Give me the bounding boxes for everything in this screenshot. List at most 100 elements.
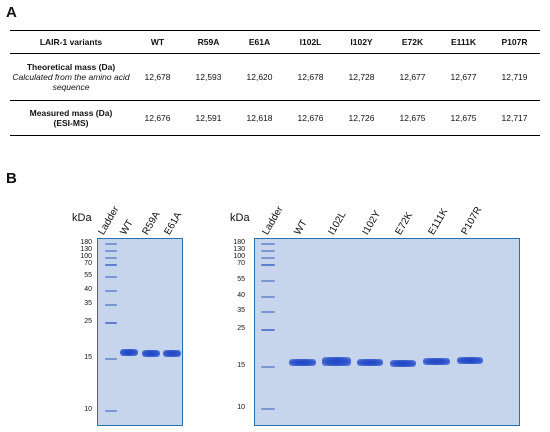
ladder-band (261, 243, 275, 245)
ladder-band (261, 366, 275, 368)
ladder-band (105, 304, 117, 306)
protein-band-e72k (390, 360, 416, 367)
kda-label: kDa (72, 212, 92, 224)
mw-marker: 180 (80, 239, 92, 246)
ladder-band (261, 257, 275, 259)
mass-table: LAIR-1 variants WT R59A E61A I102L I102Y… (10, 30, 540, 136)
mw-marker: 10 (84, 406, 92, 413)
mw-marker: 55 (237, 276, 245, 283)
table-cell: 12,675 (438, 100, 489, 136)
table-cell: 12,675 (387, 100, 438, 136)
lane-label-i102l: I102L (326, 209, 349, 237)
table-header: LAIR-1 variants (10, 30, 132, 54)
ladder-band (105, 276, 117, 278)
table-cell: 12,676 (285, 100, 336, 136)
mw-marker: 35 (84, 300, 92, 307)
table-header: E111K (438, 30, 489, 54)
table-cell: 12,678 (144, 72, 171, 82)
table-cell: 12,593 (195, 72, 222, 82)
table-header: I102L (285, 30, 336, 54)
table-cell: 12,726 (336, 100, 387, 136)
protein-band-r59a (142, 350, 160, 357)
protein-band-wt (120, 349, 138, 356)
mw-marker: 25 (237, 325, 245, 332)
row-title: Measured mass (Da) (29, 108, 113, 118)
ladder-band (105, 410, 117, 412)
row-header: Measured mass (Da) (ESI-MS) (10, 100, 132, 136)
ladder-band (105, 257, 117, 259)
lane-label-e111k: E111K (426, 206, 451, 237)
ladder-band (261, 250, 275, 252)
lane-label-wt: WT (118, 218, 136, 237)
lane-label-ladder: Ladder (260, 204, 286, 237)
mw-marker: 10 (237, 404, 245, 411)
ladder-band (261, 296, 275, 298)
ladder-band (105, 290, 117, 292)
panel-a-label: A (6, 4, 17, 21)
mw-marker: 100 (80, 253, 92, 260)
ladder-band (105, 243, 117, 245)
protein-band-i102y (357, 359, 383, 366)
mw-marker: 70 (237, 260, 245, 267)
sds-page-gel-right (254, 238, 520, 426)
mw-marker: 35 (237, 307, 245, 314)
panel-b-label: B (6, 170, 17, 187)
table-cell: 12,719 (501, 72, 528, 82)
table-cell: 12,728 (348, 72, 375, 82)
lane-label-p107r: P107R (459, 205, 485, 237)
ladder-band (261, 329, 275, 331)
table-cell: 12,591 (183, 100, 234, 136)
ladder-band (261, 311, 275, 313)
row-header: Theoretical mass (Da) Calculated from th… (10, 54, 132, 101)
table-header: R59A (183, 30, 234, 54)
lane-label-r59a: R59A (140, 209, 163, 237)
table-cell: 12,677 (399, 72, 426, 82)
table-cell: 12,717 (489, 100, 540, 136)
table-cell: 12,677 (450, 72, 477, 82)
row-subtitle: Calculated from the amino acid sequence (12, 72, 130, 92)
mw-marker: 180 (233, 239, 245, 246)
mw-marker: 100 (233, 253, 245, 260)
protein-band-p107r (457, 357, 483, 364)
ladder-band (105, 264, 117, 266)
mw-marker: 70 (84, 260, 92, 267)
mw-marker: 15 (237, 362, 245, 369)
table-row: Measured mass (Da) (ESI-MS) 12,676 12,59… (10, 100, 540, 136)
ladder-band (261, 280, 275, 282)
ladder-band (105, 358, 117, 360)
table-header: E72K (387, 30, 438, 54)
table-row: Theoretical mass (Da) Calculated from th… (10, 54, 540, 101)
mw-marker: 40 (84, 286, 92, 293)
ladder-band (261, 264, 275, 266)
mw-marker: 130 (233, 246, 245, 253)
protein-band-wt (289, 359, 316, 366)
table-cell: 12,618 (234, 100, 285, 136)
kda-label: kDa (230, 212, 250, 224)
table-header-row: LAIR-1 variants WT R59A E61A I102L I102Y… (10, 30, 540, 54)
mw-marker: 40 (237, 292, 245, 299)
ladder-band (105, 250, 117, 252)
protein-band-i102l (322, 357, 351, 366)
table-header: E61A (234, 30, 285, 54)
row-title: Theoretical mass (Da) (26, 62, 116, 72)
table-cell: 12,620 (246, 72, 273, 82)
table-header: WT (132, 30, 183, 54)
ladder-band (105, 322, 117, 324)
lane-label-i102y: I102Y (360, 208, 384, 237)
mw-marker: 130 (80, 246, 92, 253)
mw-marker: 55 (84, 272, 92, 279)
protein-band-e111k (423, 358, 450, 365)
table-cell: 12,678 (297, 72, 324, 82)
table-header: P107R (489, 30, 540, 54)
mw-marker: 15 (84, 354, 92, 361)
table-header: I102Y (336, 30, 387, 54)
lane-label-ladder: Ladder (96, 204, 122, 237)
table-cell: 12,676 (132, 100, 183, 136)
ladder-band (261, 408, 275, 410)
sds-page-gel-left (97, 238, 183, 426)
lane-label-e72k: E72K (393, 210, 416, 237)
protein-band-e61a (163, 350, 181, 357)
lane-label-wt: WT (292, 218, 310, 237)
mw-marker: 25 (84, 318, 92, 325)
lane-label-e61a: E61A (162, 210, 185, 237)
